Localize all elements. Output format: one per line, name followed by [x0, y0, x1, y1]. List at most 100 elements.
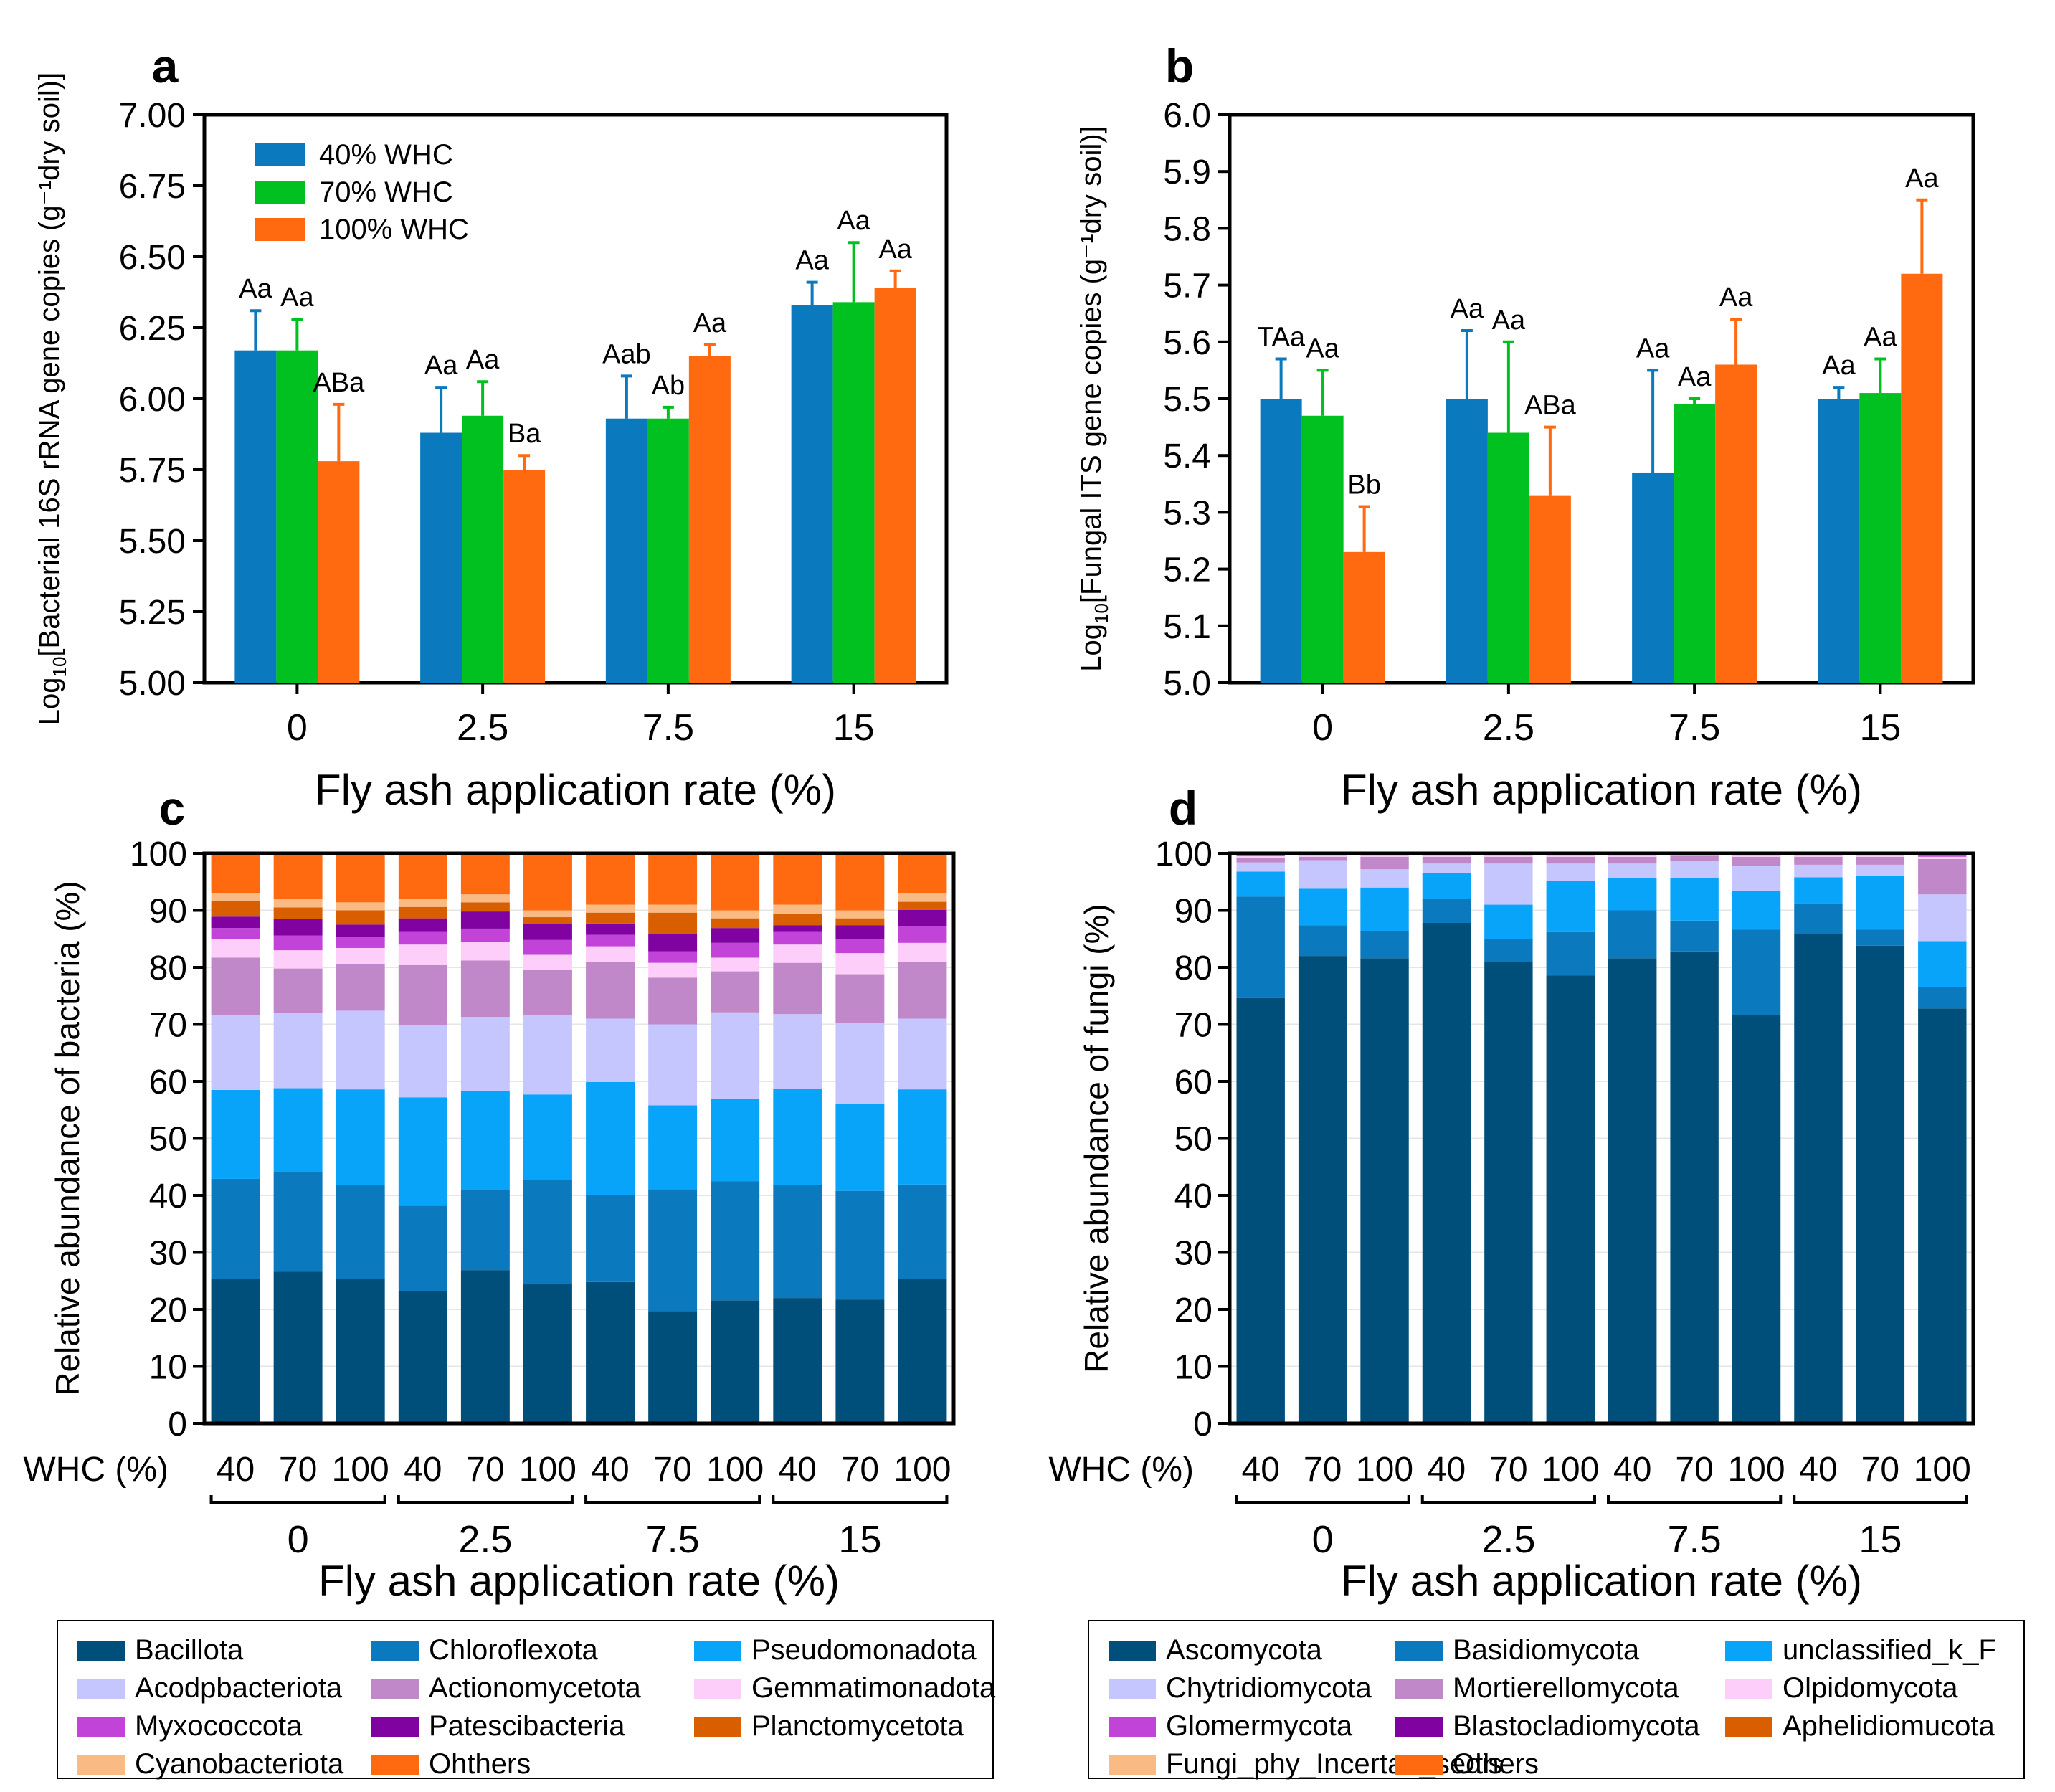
stack-segment	[773, 1089, 822, 1185]
stack-segment	[398, 964, 447, 1026]
stack-segment	[1856, 864, 1905, 876]
bar	[462, 415, 504, 683]
y-axis-label: Log10[Fungal ITS gene copies (g⁻¹dry soi…	[1076, 125, 1112, 672]
stack-segment	[1732, 855, 1781, 857]
bar	[688, 356, 731, 683]
stack-segment	[398, 1205, 447, 1291]
stack-segment	[1608, 856, 1657, 864]
stack-segment	[273, 907, 323, 919]
significance-label: Ba	[508, 419, 541, 449]
stack-segment	[835, 925, 885, 939]
stack-segment	[336, 947, 385, 964]
legend-entry: Cyanobacteriota	[135, 1748, 344, 1780]
y-tick-label: 5.1	[1163, 608, 1211, 646]
y-tick-label: 60	[149, 1063, 187, 1101]
whc-tick-label: 40	[404, 1451, 442, 1489]
legend-swatch	[77, 1717, 125, 1737]
stack-segment	[898, 893, 947, 902]
legend-swatch	[255, 143, 305, 166]
y-tick-label: 70	[1174, 1007, 1212, 1045]
x-axis-label: Fly ash application rate (%)	[1341, 766, 1862, 814]
whc-tick-label: 40	[591, 1451, 629, 1489]
legend-swatch	[1395, 1717, 1443, 1737]
significance-label: Aa	[837, 206, 870, 236]
stack-segment	[273, 1271, 323, 1423]
legend-swatch	[1725, 1641, 1772, 1661]
y-tick-label: 5.6	[1163, 324, 1211, 362]
stack-segment	[398, 1025, 447, 1098]
significance-label: Aa	[795, 246, 829, 276]
x-tick-label: 0	[1312, 707, 1333, 749]
y-tick-label: 10	[1174, 1349, 1212, 1387]
stack-segment	[1608, 855, 1657, 857]
stack-segment	[1236, 997, 1285, 1423]
y-tick-label: 70	[149, 1007, 187, 1045]
stack-segment	[898, 853, 947, 893]
y-tick-label: 10	[149, 1349, 187, 1387]
significance-label: ABa	[313, 368, 365, 398]
legend-entry: Planctomycetota	[751, 1710, 964, 1742]
panel-letter-d: d	[1169, 782, 1197, 835]
stack-segment	[336, 964, 385, 1011]
bar	[1859, 393, 1902, 683]
whc-axis-label: WHC (%)	[1048, 1451, 1194, 1489]
whc-tick-label: 70	[279, 1451, 317, 1489]
stack-segment	[898, 926, 947, 943]
legend-entry: Aphelidiomucota	[1783, 1710, 1995, 1742]
stack-segment	[835, 918, 885, 926]
stack-segment	[1484, 904, 1533, 939]
x-tick-label: 2.5	[457, 707, 508, 749]
stack-segment	[336, 902, 385, 911]
stack-segment	[460, 1270, 510, 1423]
stack-segment	[460, 1190, 510, 1271]
y-tick-label: 6.50	[119, 239, 186, 277]
whc-tick-label: 100	[519, 1451, 576, 1489]
y-tick-label: 6.75	[119, 168, 186, 206]
stack-segment	[1670, 920, 1719, 952]
whc-tick-label: 40	[1799, 1451, 1837, 1489]
bar	[1487, 432, 1529, 683]
bar	[647, 418, 689, 683]
stack-segment	[1608, 878, 1657, 911]
bar	[420, 432, 462, 683]
panel-letter-b: b	[1165, 39, 1194, 93]
y-label-log: Log	[34, 677, 65, 725]
y-tick-label: 20	[149, 1291, 187, 1329]
stack-segment	[1236, 855, 1285, 856]
stack-segment	[336, 924, 385, 937]
significance-label: Ab	[652, 371, 685, 401]
y-axis-label: Relative abundance of fungi (%)	[1078, 904, 1115, 1373]
legend-swatch	[1109, 1679, 1156, 1699]
stack-segment	[398, 918, 447, 932]
x-tick-label: 7.5	[1669, 707, 1720, 749]
legend-swatch	[1395, 1679, 1443, 1699]
stack-segment	[1422, 899, 1471, 923]
stack-segment	[460, 902, 510, 912]
stack-segment	[586, 1018, 635, 1082]
stack-segment	[586, 962, 635, 1019]
legend-entry: Glomermycota	[1166, 1710, 1353, 1742]
stack-segment	[586, 1081, 635, 1195]
y-label-rest: [Bacterial 16S rRNA gene copies (g⁻¹dry …	[34, 72, 65, 657]
stack-segment	[648, 904, 698, 913]
y-tick-label: 5.25	[119, 594, 186, 632]
stack-segment	[1422, 863, 1471, 873]
significance-label: Aa	[693, 308, 727, 338]
x-tick-label: 15	[1859, 707, 1901, 749]
stack-segment	[773, 853, 822, 905]
bar	[1901, 273, 1943, 683]
y-label-sub: 10	[49, 657, 70, 678]
significance-label: Aa	[1636, 333, 1670, 364]
stack-segment	[1918, 855, 1967, 857]
y-tick-label: 20	[1174, 1291, 1212, 1329]
y-tick-label: 80	[1174, 949, 1212, 987]
significance-label: Aa	[239, 274, 272, 304]
legend-entry: Ascomycota	[1166, 1634, 1323, 1666]
whc-tick-label: 70	[841, 1451, 879, 1489]
legend-entry: Mortierellomycota	[1453, 1672, 1679, 1704]
stack-segment	[711, 910, 760, 919]
stack-segment	[1732, 1015, 1781, 1423]
y-tick-label: 90	[1174, 893, 1212, 931]
y-tick-label: 30	[1174, 1235, 1212, 1273]
